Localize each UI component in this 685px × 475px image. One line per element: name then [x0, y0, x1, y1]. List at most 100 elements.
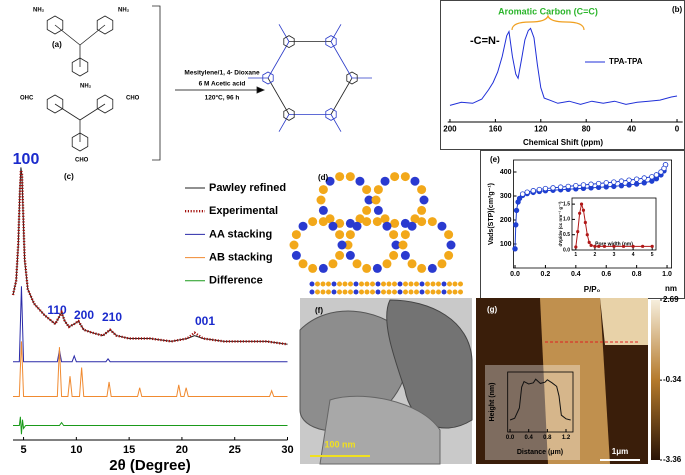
- x-tick-label: 4: [632, 252, 635, 258]
- axis-title: Distance (μm): [517, 449, 563, 456]
- atom: [298, 259, 308, 269]
- atom: [408, 289, 414, 295]
- marker: [513, 222, 519, 228]
- group-label: NH₂: [118, 8, 130, 14]
- marker: [603, 180, 609, 186]
- atom: [320, 281, 326, 287]
- y-tick-label: -0.34: [663, 375, 682, 384]
- atom: [382, 221, 392, 231]
- x-tick-label: 0.8: [543, 435, 552, 441]
- marker: [641, 180, 647, 186]
- atom: [353, 281, 359, 287]
- panel-label: (g): [487, 305, 498, 314]
- atom: [400, 250, 410, 260]
- series-line: [13, 286, 288, 363]
- marker: [641, 175, 647, 181]
- annotation: Aromatic Carbon (C=C): [498, 6, 598, 16]
- y-tick-label: 100: [500, 241, 512, 248]
- ring: [71, 57, 89, 77]
- atom: [318, 185, 328, 195]
- atom: [372, 263, 382, 273]
- x-tick-label: 30: [281, 444, 293, 456]
- x-tick-label: 200: [443, 124, 457, 133]
- atom: [318, 205, 328, 215]
- marker: [524, 189, 530, 195]
- axis-title: 2θ (Degree): [109, 457, 190, 474]
- atom: [437, 259, 447, 269]
- panel-label: (d): [318, 173, 329, 182]
- axis-title: nm: [665, 284, 677, 293]
- y-tick-label: 0.0: [563, 247, 570, 253]
- annotation: 100: [13, 151, 40, 168]
- atom: [398, 240, 408, 250]
- marker: [626, 177, 632, 183]
- atom: [342, 289, 348, 295]
- atom: [386, 289, 392, 295]
- marker: [579, 202, 584, 206]
- marker: [649, 178, 655, 184]
- ring: [46, 94, 64, 114]
- atom: [380, 176, 390, 186]
- marker: [550, 185, 556, 191]
- atom: [309, 289, 315, 295]
- x-tick-label: 0.4: [525, 435, 534, 441]
- ring: [325, 35, 337, 49]
- atom: [335, 250, 345, 260]
- condition: 6 M Acetic acid: [199, 81, 246, 88]
- afm-stripe: [600, 298, 648, 345]
- atom: [355, 176, 365, 186]
- atom: [291, 250, 301, 260]
- atom: [359, 289, 364, 295]
- y-tick-label: 0.5: [563, 232, 570, 238]
- marker: [618, 178, 625, 184]
- atom: [318, 263, 328, 273]
- series-line: [11, 169, 288, 346]
- ring: [346, 71, 358, 85]
- atom: [337, 281, 342, 287]
- atom: [441, 289, 447, 295]
- atom: [425, 281, 430, 287]
- atom: [452, 289, 458, 295]
- panel-label: (c): [64, 172, 74, 181]
- atom: [328, 259, 338, 269]
- marker: [631, 244, 635, 248]
- atom: [375, 289, 381, 295]
- atom: [364, 289, 370, 295]
- y-tick-label: 400: [500, 169, 512, 176]
- marker: [653, 172, 660, 178]
- marker: [633, 176, 640, 182]
- atom: [362, 263, 372, 273]
- atom: [362, 185, 372, 195]
- ring: [325, 107, 337, 121]
- atom: [427, 217, 437, 227]
- ring: [96, 94, 114, 114]
- atom: [408, 281, 414, 287]
- atom: [444, 250, 454, 260]
- atom: [352, 259, 362, 269]
- arrow-head: [256, 86, 266, 94]
- y-tick-label: -3.36: [663, 455, 682, 464]
- marker: [519, 191, 526, 197]
- x-tick-label: 40: [627, 124, 636, 133]
- atom: [436, 289, 441, 295]
- atom: [364, 281, 370, 287]
- bond: [278, 114, 290, 132]
- marker: [595, 180, 602, 187]
- atom: [370, 289, 375, 295]
- axis-title: Vads(STP)(cm³g⁻¹): [488, 183, 495, 245]
- atom: [348, 289, 353, 295]
- atom: [380, 214, 390, 224]
- legend-label: AA stacking: [209, 228, 272, 240]
- atom: [335, 172, 345, 182]
- marker: [512, 246, 518, 252]
- marker: [542, 185, 549, 192]
- atom: [348, 281, 353, 287]
- group-label: OHC: [20, 96, 34, 102]
- atom: [414, 289, 419, 295]
- atom: [447, 289, 452, 295]
- atom: [371, 195, 381, 205]
- ring: [262, 71, 274, 85]
- atom: [386, 281, 392, 287]
